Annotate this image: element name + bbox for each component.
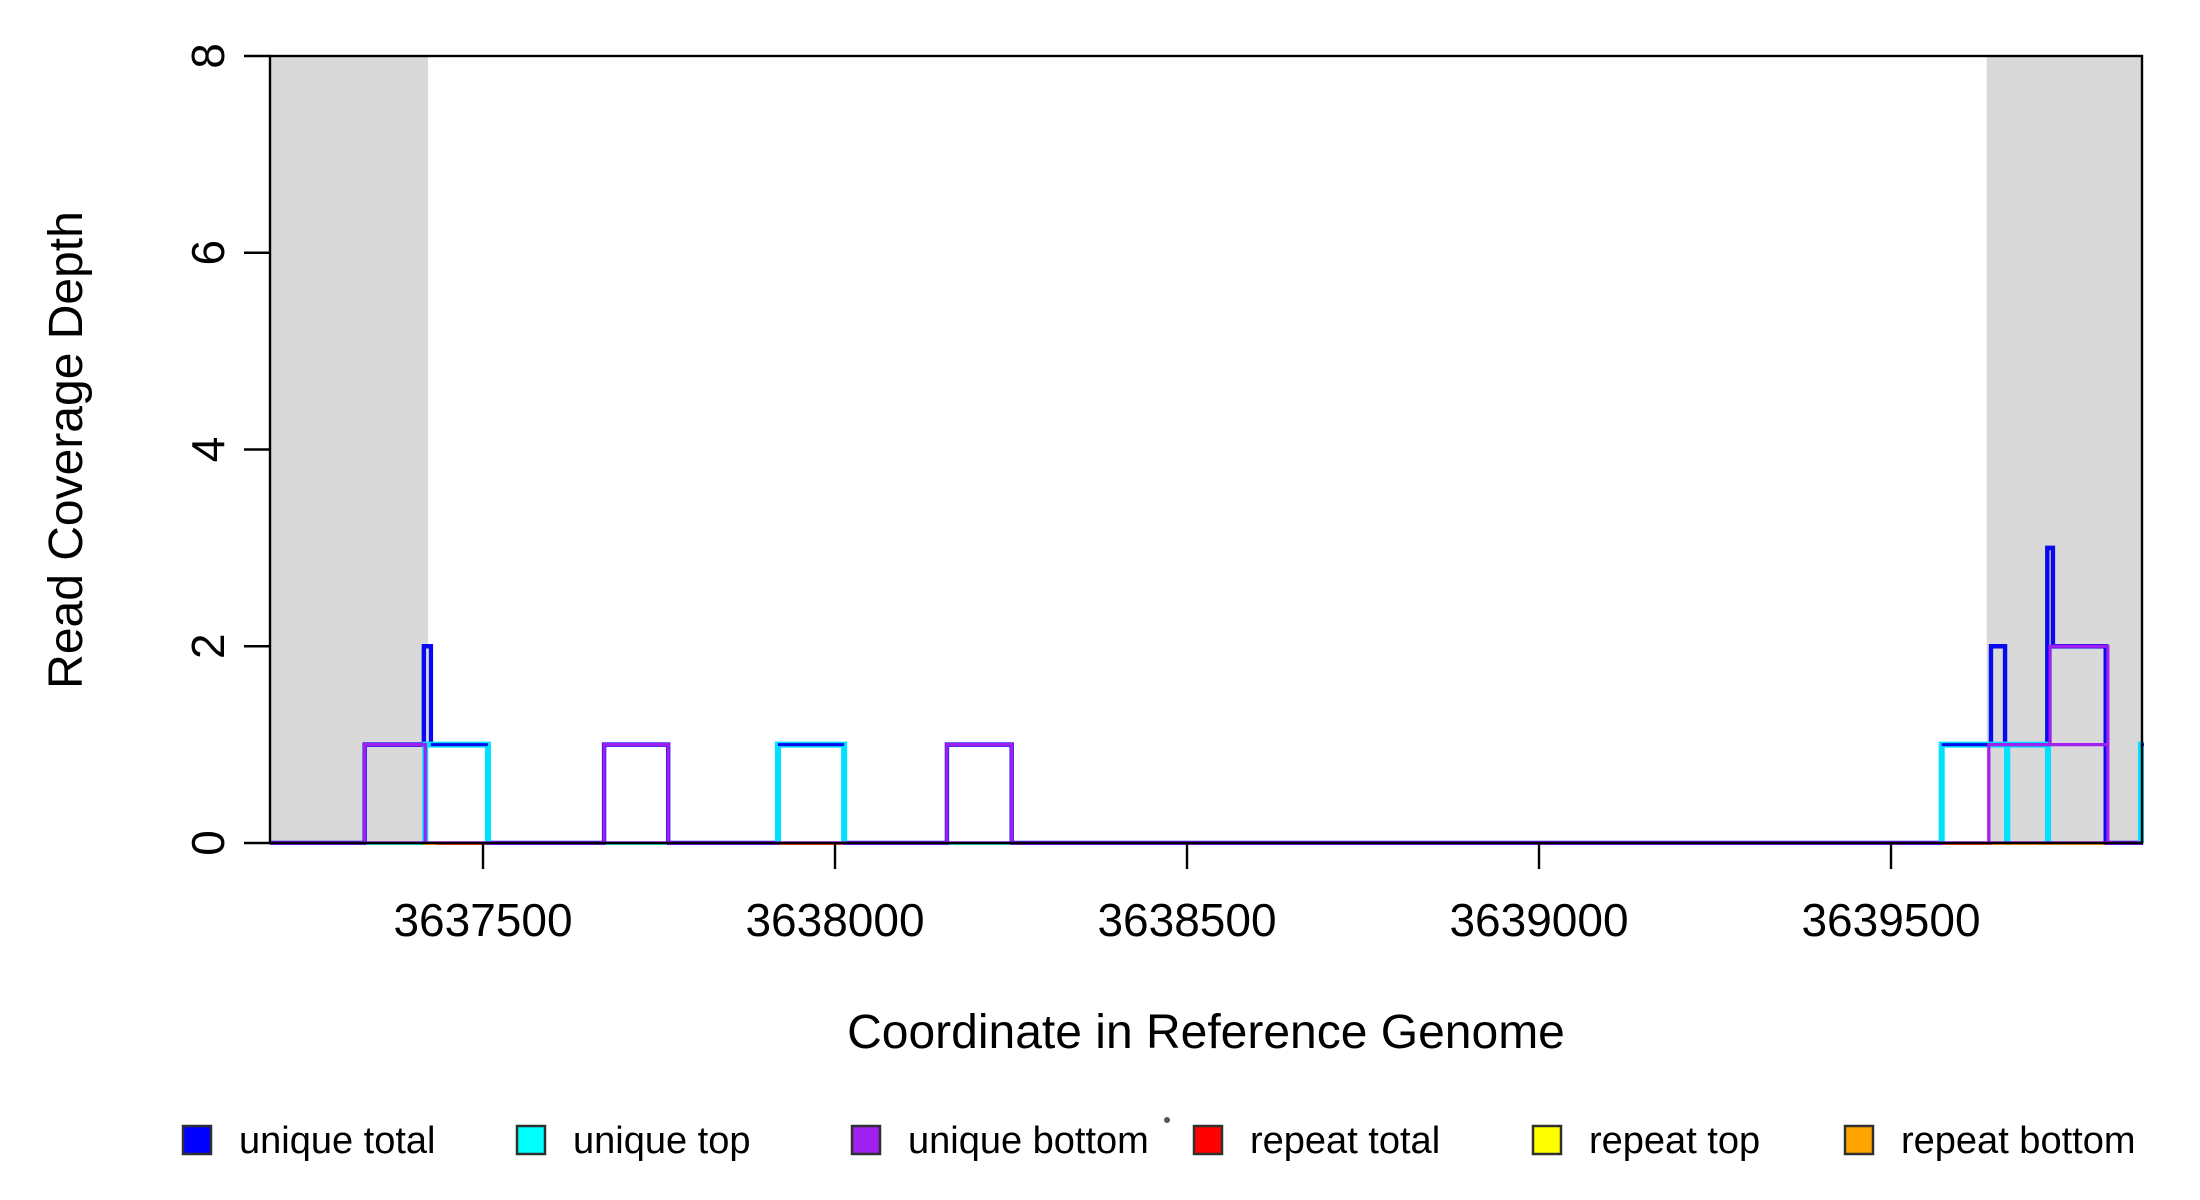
series-unique-bottom [363, 743, 427, 843]
series-unique-top [422, 741, 491, 843]
y-axis: 0 2 4 6 8 [182, 43, 270, 856]
legend-swatch-repeat-top [1531, 1124, 1563, 1156]
legend-item-repeat-bottom: repeat bottom [1843, 1120, 2135, 1162]
x-axis-title: Coordinate in Reference Genome [847, 1006, 1565, 1059]
x-tick-label: 3638000 [745, 894, 924, 946]
legend: unique total unique top unique bottom repea… [181, 1117, 2135, 1162]
legend-item-unique-total: unique total [181, 1120, 436, 1162]
series-unique-bottom [2048, 644, 2110, 745]
x-tick-label: 3639000 [1449, 894, 1628, 946]
legend-label-unique-total: unique total [239, 1120, 436, 1162]
series-unique-top [774, 741, 848, 843]
legend-stray-dot [1164, 1117, 1170, 1123]
x-tick-label: 3638500 [1097, 894, 1276, 946]
legend-label-unique-bottom: unique bottom [908, 1120, 1149, 1162]
legend-label-repeat-bottom: repeat bottom [1901, 1120, 2135, 1162]
legend-swatch-unique-bottom [850, 1124, 882, 1156]
series-unique-bottom [1987, 743, 2110, 843]
y-tick-label: 2 [182, 633, 234, 659]
legend-swatch-unique-top [515, 1124, 547, 1156]
legend-item-unique-bottom: unique bottom [850, 1120, 1149, 1162]
legend-item-repeat-total: repeat total [1192, 1120, 1440, 1162]
legend-item-repeat-top: repeat top [1531, 1120, 1760, 1162]
series-unique-bottom [945, 743, 1014, 843]
plot-frame [268, 54, 2144, 845]
legend-swatch-unique-total [181, 1124, 213, 1156]
y-tick-label: 4 [182, 437, 234, 463]
repeat-region-band [1986, 56, 2143, 843]
legend-item-unique-top: unique top [515, 1120, 751, 1162]
x-tick-label: 3639500 [1801, 894, 1980, 946]
x-axis: 3637500 3638000 3638500 3639000 3639500 [393, 843, 1981, 946]
plot-border [268, 54, 2144, 845]
coverage-series [270, 545, 2144, 845]
series-unique-bottom [602, 743, 670, 843]
y-axis-title: Read Coverage Depth [40, 211, 93, 689]
legend-label-repeat-total: repeat total [1250, 1120, 1440, 1162]
y-tick-label: 8 [182, 43, 234, 69]
y-tick-label: 6 [182, 240, 234, 266]
x-tick-label: 3637500 [393, 894, 572, 946]
legend-label-repeat-top: repeat top [1589, 1120, 1760, 1162]
series-unique-total [270, 545, 2144, 845]
repeat-region-bands [269, 56, 2143, 843]
repeat-region-band [269, 56, 429, 843]
legend-swatch-repeat-bottom [1843, 1124, 1875, 1156]
legend-swatch-repeat-total [1192, 1124, 1224, 1156]
legend-label-unique-top: unique top [573, 1120, 751, 1162]
y-tick-label: 0 [182, 830, 234, 856]
